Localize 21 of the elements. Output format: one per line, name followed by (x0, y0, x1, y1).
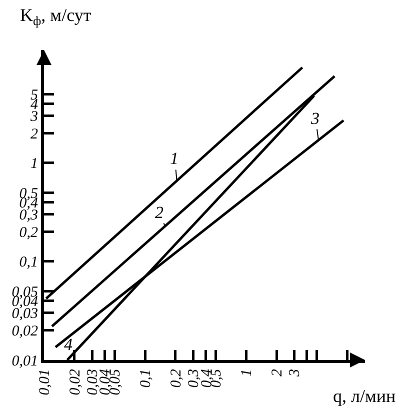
x-axis-title: q, л/мин (333, 386, 396, 406)
y-tick-label: 0,1 (19, 254, 38, 271)
series-label: 4 (64, 335, 73, 354)
series-label: 1 (170, 149, 178, 168)
y-tick-label: 3 (30, 109, 38, 126)
y-tick-label: 0,3 (19, 208, 38, 224)
y-tick-label: 0,03 (12, 306, 38, 322)
x-tick-label: 3 (287, 369, 304, 378)
x-tick-label: 0,1 (138, 369, 154, 388)
y-tick-label: 2 (30, 126, 38, 143)
x-tick-label: 0,2 (168, 368, 184, 388)
y-tick-label: 0,2 (19, 225, 38, 242)
x-tick-label: 1 (239, 369, 256, 376)
series-label: 3 (310, 109, 320, 128)
y-tick-label: 1 (30, 156, 38, 172)
x-tick-label: 0,02 (67, 368, 84, 396)
series-label: 2 (155, 203, 164, 222)
y-tick-label: 0,02 (12, 324, 38, 340)
y-axis-title: K$_{ф}$, м/сут (20, 5, 92, 28)
x-tick-label: 0,3 (186, 369, 202, 388)
x-tick-label: 2 (269, 368, 286, 376)
